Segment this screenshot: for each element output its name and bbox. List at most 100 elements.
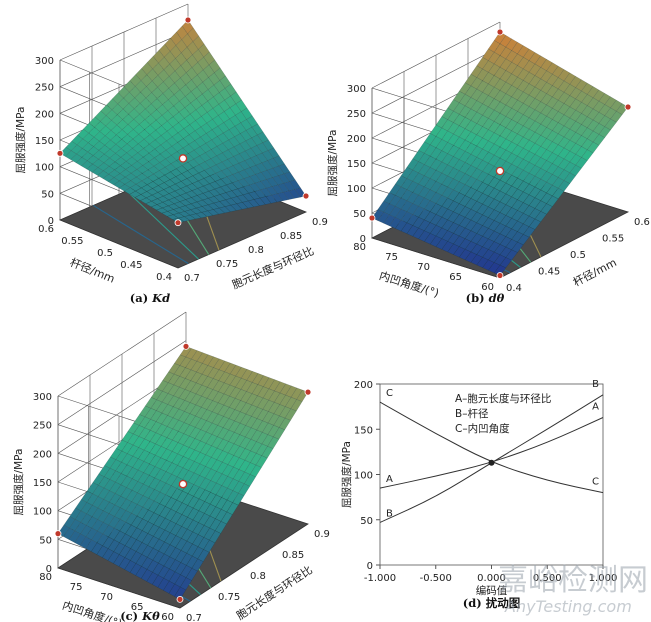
surface-cell: [120, 464, 133, 477]
z-tick-label: 100: [35, 163, 54, 174]
y-tick-label: 0.55: [61, 236, 83, 247]
center-point-marker: [178, 154, 188, 163]
design-point-marker: [496, 272, 504, 279]
surface-cell: [214, 67, 226, 81]
surface-cell: [215, 485, 228, 498]
surface-cell: [214, 521, 227, 534]
surface-cell: [552, 188, 565, 200]
z-tick-label: 50: [353, 209, 366, 220]
y-tick-label: 75: [70, 582, 83, 593]
x-axis-label: 胞元长度与环径比: [234, 562, 315, 622]
legend-entry-1: A–胞元长度与环径比: [455, 392, 551, 405]
surface-cell: [505, 174, 518, 187]
surface-cell: [195, 212, 208, 219]
surface-cell: [459, 151, 472, 163]
surface-cell: [146, 80, 158, 93]
surface-cell: [464, 209, 477, 221]
x-tick-label: -1.000: [364, 573, 396, 584]
z-axis-label: 屈服强度/MPa: [12, 449, 25, 516]
series-label-start-B: B: [386, 508, 393, 519]
surface-cell: [167, 116, 179, 128]
surface-cell: [150, 421, 162, 434]
surface-cell: [505, 62, 518, 75]
surface-cell: [488, 98, 501, 111]
z-tick-label: 200: [33, 449, 52, 460]
z-tick-label: 150: [35, 136, 54, 147]
surface-mesh: [57, 346, 309, 600]
x-tick-label: 0.500: [533, 573, 562, 584]
surface-cell: [400, 222, 413, 234]
surface-cell: [254, 189, 267, 199]
x-tick-label: 0.4: [506, 283, 522, 294]
surface-cell: [429, 124, 443, 137]
surface-cell: [93, 140, 106, 151]
y-axis-label: 杆径/mm: [68, 255, 117, 286]
panel-caption: (d) 扰动图: [463, 596, 520, 610]
series-label-end-A: A: [592, 401, 599, 412]
x-tick-label: 0.75: [218, 592, 240, 603]
series-label-start-A: A: [386, 474, 393, 485]
caption-text: 扰动图: [486, 596, 521, 610]
z-tick-label: 250: [35, 83, 54, 94]
surface-cell: [224, 204, 237, 212]
surface-cell: [135, 566, 148, 579]
surface-cell: [174, 562, 187, 575]
surface-cell: [96, 545, 109, 558]
y-tick-label: 0.4: [156, 272, 172, 283]
y-tick-label: 0.5: [97, 248, 113, 259]
y-tick-label: 100: [354, 471, 373, 482]
caption-symbol: Kd: [151, 291, 170, 305]
surface-cell: [221, 464, 234, 477]
surface-cell: [534, 78, 547, 91]
y-axis-label: 内凹角度/(°): [378, 268, 441, 300]
surface-cell: [69, 507, 82, 520]
surface-cell: [208, 188, 221, 197]
surface-cell: [464, 142, 477, 155]
surface-cell: [262, 399, 275, 412]
surface-cell: [459, 139, 472, 152]
z-tick-label: 0: [46, 564, 52, 575]
surface-cell: [223, 407, 236, 419]
z-tick-label: 0: [360, 234, 366, 245]
surface-cell: [557, 169, 571, 181]
surface-cell: [125, 524, 137, 537]
panel-caption: (c) Kθ: [120, 609, 160, 622]
surface-cell: [149, 139, 161, 150]
surface-cell: [429, 203, 443, 215]
surface-cell: [222, 139, 235, 151]
y-tick-label: 80: [353, 242, 366, 253]
surface-cell: [117, 108, 129, 120]
surface-cell: [488, 86, 501, 99]
surface-cell: [517, 158, 530, 171]
surface-cell: [161, 205, 174, 212]
x-tick-label: 1.000: [589, 573, 618, 584]
surface-cell: [176, 467, 189, 480]
surface-cell: [175, 550, 187, 563]
surface-cell: [114, 519, 126, 532]
x-tick-label: 0.9: [314, 529, 330, 540]
surface-cell: [68, 530, 81, 543]
surface-cell: [459, 249, 472, 261]
series-label-start-C: C: [386, 388, 393, 399]
surface-cell: [598, 126, 611, 138]
y-tick-label: 65: [131, 602, 144, 613]
surface-cell: [173, 386, 186, 399]
surface-cell: [135, 187, 148, 195]
surface-cell: [120, 143, 133, 154]
surface-cell: [184, 380, 197, 392]
surface-cell: [424, 178, 437, 190]
z-tick-label: 250: [33, 421, 52, 432]
surface-mesh: [59, 19, 307, 223]
x-tick-label: 0.000: [477, 573, 506, 584]
surface-cell: [251, 406, 264, 419]
surface-cell: [150, 119, 162, 131]
surface-cell: [424, 211, 437, 223]
surface-cell: [552, 88, 565, 101]
surface-cell: [598, 115, 611, 127]
surface-cell: [97, 522, 109, 535]
surface-cell: [383, 192, 396, 204]
surface-cell: [107, 551, 120, 564]
x-tick-label: 0.85: [282, 550, 304, 561]
surface-cell: [178, 216, 191, 222]
